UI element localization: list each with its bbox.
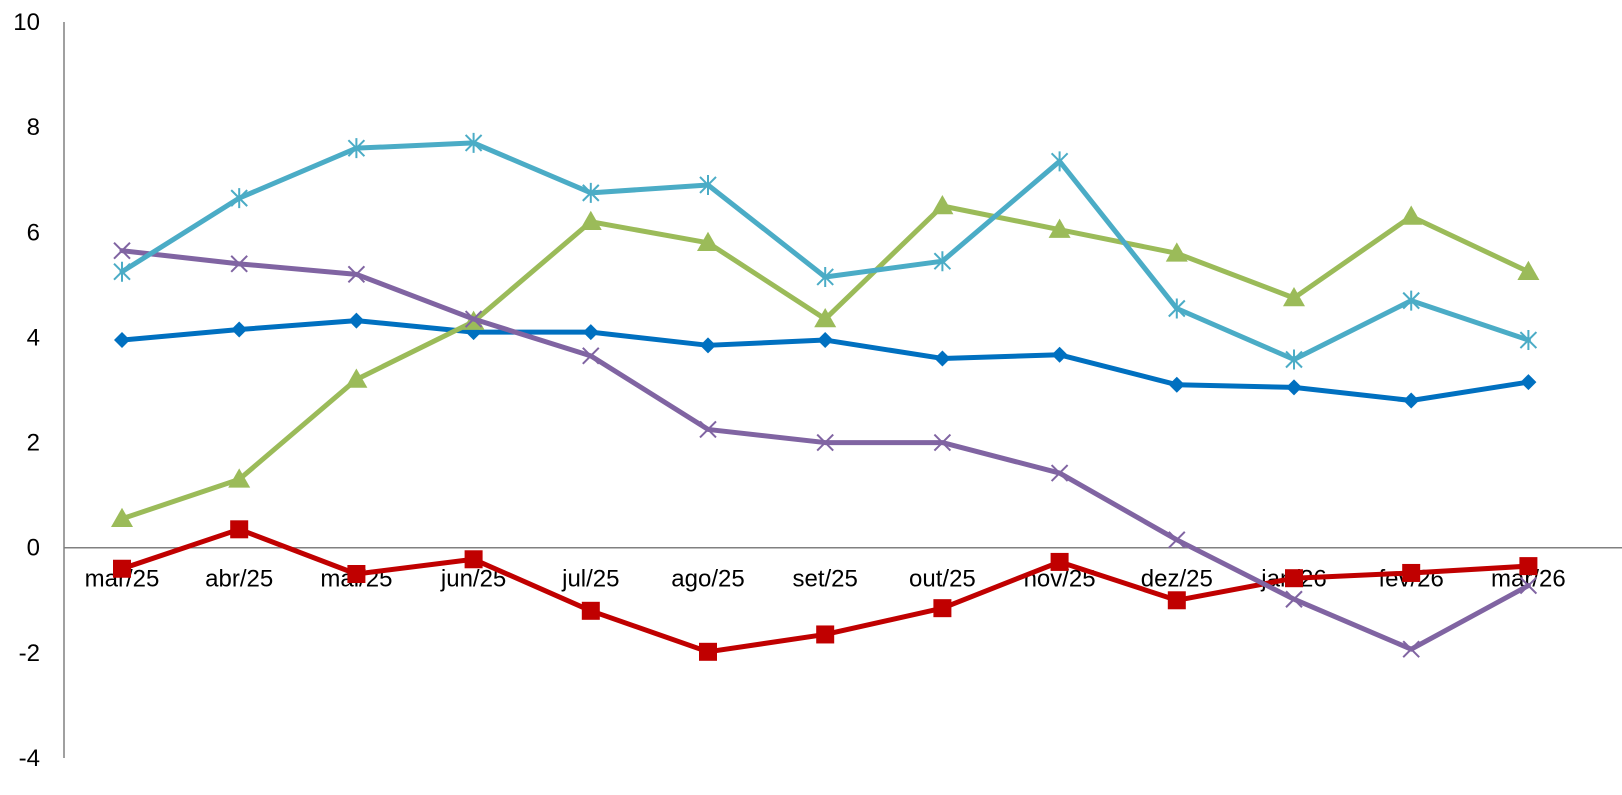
y-tick-label: 4 <box>27 324 40 351</box>
data-point <box>1168 298 1186 319</box>
x-tick-label: set/25 <box>793 566 858 593</box>
data-point <box>581 601 600 620</box>
x-tick-label: abr/25 <box>205 566 273 593</box>
data-point <box>933 599 952 618</box>
data-point <box>228 468 251 488</box>
data-point <box>582 324 599 341</box>
data-point <box>347 265 366 284</box>
data-point <box>1286 379 1302 396</box>
data-point <box>348 312 365 329</box>
data-point <box>1520 374 1537 391</box>
data-point <box>582 182 600 203</box>
data-point <box>1165 242 1188 262</box>
data-point <box>113 241 131 260</box>
data-point <box>1519 330 1538 351</box>
y-tick-label: 6 <box>27 219 40 246</box>
data-point <box>1167 591 1186 610</box>
data-point <box>933 433 952 452</box>
y-tick-label: 10 <box>13 9 40 36</box>
data-point <box>934 350 951 367</box>
series-5 <box>113 132 1538 370</box>
x-tick-label: out/25 <box>909 566 976 593</box>
data-point <box>1402 563 1421 582</box>
data-point <box>582 347 600 365</box>
y-tick-label: -2 <box>19 640 40 667</box>
data-point <box>230 255 248 273</box>
data-point <box>230 188 248 209</box>
data-point <box>345 368 368 388</box>
data-point <box>816 625 835 644</box>
x-tick-label: ago/25 <box>671 566 744 593</box>
data-point <box>1285 569 1303 588</box>
data-point <box>1050 464 1069 482</box>
data-point <box>113 261 131 282</box>
series-2 <box>113 520 1538 661</box>
data-point <box>700 337 716 354</box>
data-point <box>230 520 249 539</box>
data-point <box>817 332 834 349</box>
data-point <box>464 310 483 328</box>
series-line <box>119 203 1531 522</box>
y-axis: -4 -2 0 2 4 6 8 10 <box>13 9 65 772</box>
data-point <box>347 565 366 583</box>
data-point <box>464 550 483 569</box>
data-point <box>697 231 719 252</box>
data-point <box>1519 576 1538 595</box>
data-point <box>699 642 717 661</box>
data-point <box>1403 392 1420 409</box>
data-point <box>1285 590 1303 608</box>
series-4 <box>113 241 1538 658</box>
data-point <box>1283 287 1305 307</box>
data-point <box>1048 218 1071 238</box>
data-point <box>114 332 130 349</box>
data-point <box>931 195 954 215</box>
data-point <box>1168 531 1186 549</box>
data-point <box>579 210 602 231</box>
data-point <box>464 132 483 153</box>
y-tick-label: 8 <box>27 114 40 141</box>
data-point <box>113 559 131 578</box>
data-point <box>1402 640 1420 658</box>
data-point <box>1400 205 1423 225</box>
data-point <box>111 507 133 528</box>
series-layer <box>111 132 1540 661</box>
data-point <box>231 321 248 338</box>
data-point <box>1285 349 1303 370</box>
y-tick-label: 0 <box>27 535 40 562</box>
x-tick-label: jul/25 <box>561 566 619 593</box>
data-point <box>1168 376 1185 393</box>
data-point <box>814 308 837 328</box>
series-3 <box>111 195 1540 528</box>
data-point <box>347 138 366 159</box>
data-point <box>1051 346 1068 363</box>
data-point <box>699 174 717 195</box>
data-point <box>1402 290 1420 311</box>
data-point <box>1519 557 1538 576</box>
data-point <box>816 433 834 452</box>
data-point <box>1517 260 1540 280</box>
data-point <box>699 420 717 439</box>
data-point <box>933 251 952 272</box>
data-point <box>1050 151 1069 172</box>
y-tick-label: -4 <box>19 745 40 772</box>
x-tick-label: dez/25 <box>1141 566 1213 593</box>
y-tick-label: 2 <box>27 430 40 457</box>
x-axis: mar/25abr/25mai/25jun/25jul/25ago/25set/… <box>64 546 1622 593</box>
series-1 <box>114 312 1537 409</box>
data-point <box>816 266 834 287</box>
data-point <box>1050 552 1069 571</box>
